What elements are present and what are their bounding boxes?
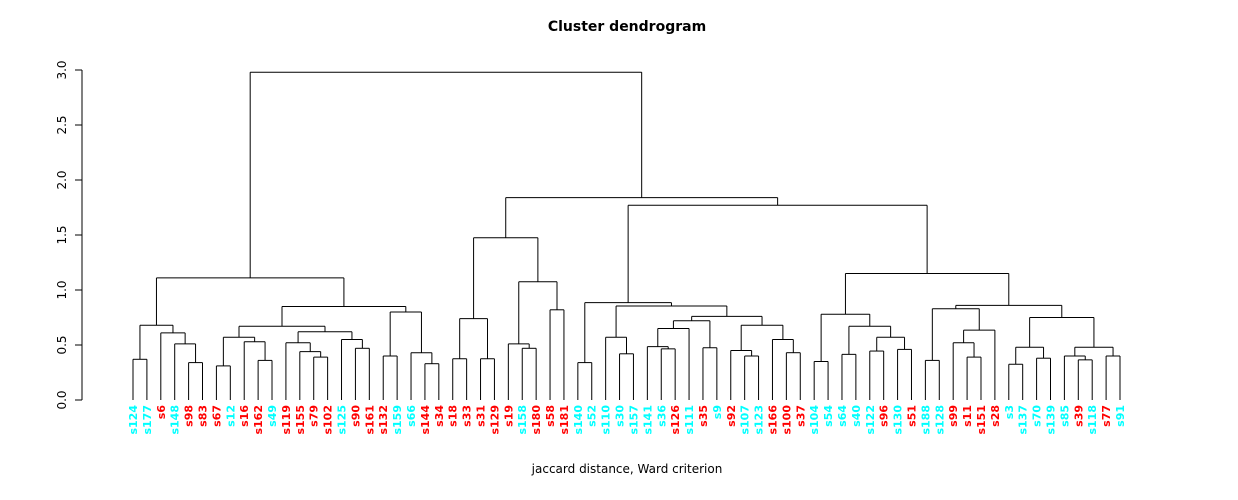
- leaf-label-s11: s11: [961, 405, 974, 427]
- leaf-label-s12: s12: [224, 405, 237, 427]
- dendrogram-links: [132, 71, 1121, 400]
- leaf-label-s35: s35: [697, 405, 710, 427]
- leaf-label-s40: s40: [850, 405, 863, 427]
- y-axis-tick-label: 1.5: [55, 225, 69, 244]
- leaf-label-s67: s67: [210, 405, 223, 427]
- leaf-label-s102: s102: [322, 405, 335, 435]
- leaf-label-s111: s111: [683, 405, 696, 435]
- leaf-label-s18: s18: [447, 405, 460, 427]
- leaf-label-s119: s119: [280, 405, 293, 435]
- leaf-label-s128: s128: [933, 405, 946, 435]
- leaf-label-s104: s104: [808, 405, 821, 435]
- leaf-label-s70: s70: [1031, 405, 1044, 427]
- leaf-label-s144: s144: [419, 405, 432, 435]
- leaf-label-s52: s52: [586, 405, 599, 427]
- leaf-label-s126: s126: [669, 405, 682, 435]
- leaf-label-s180: s180: [530, 405, 543, 435]
- leaf-label-s100: s100: [780, 405, 793, 435]
- leaf-label-s158: s158: [516, 405, 529, 435]
- leaf-label-s139: s139: [1044, 405, 1057, 435]
- leaf-label-s49: s49: [266, 405, 279, 427]
- leaf-label-s99: s99: [947, 405, 960, 427]
- leaf-label-s30: s30: [614, 405, 627, 427]
- leaf-label-s141: s141: [641, 405, 654, 435]
- leaf-label-s31: s31: [475, 405, 488, 427]
- leaf-label-s123: s123: [753, 405, 766, 435]
- leaf-label-s159: s159: [391, 405, 404, 435]
- leaf-label-s177: s177: [141, 405, 154, 435]
- leaf-label-s98: s98: [183, 405, 196, 427]
- leaf-label-s166: s166: [766, 405, 779, 435]
- leaf-label-s54: s54: [822, 405, 835, 427]
- leaf-label-s6: s6: [155, 405, 168, 420]
- leaf-label-s129: s129: [488, 405, 501, 435]
- leaf-label-s91: s91: [1114, 405, 1127, 427]
- chart-caption: jaccard distance, Ward criterion: [531, 462, 723, 476]
- leaf-label-s64: s64: [836, 405, 849, 427]
- leaf-label-s188: s188: [919, 405, 932, 435]
- y-axis-tick-label: 3.0: [55, 60, 69, 79]
- leaf-label-s151: s151: [975, 405, 988, 435]
- leaf-label-s125: s125: [336, 405, 349, 435]
- y-axis-tick-label: 2.5: [55, 115, 69, 134]
- leaf-label-s9: s9: [711, 405, 724, 419]
- leaf-label-s39: s39: [1072, 405, 1085, 427]
- y-axis-tick-label: 0.5: [55, 335, 69, 354]
- leaf-label-s137: s137: [1017, 405, 1030, 435]
- leaf-label-s79: s79: [308, 405, 321, 427]
- leaf-label-s110: s110: [600, 405, 613, 435]
- leaf-label-s124: s124: [127, 405, 140, 435]
- leaf-label-s16: s16: [238, 405, 251, 427]
- leaf-label-s36: s36: [655, 405, 668, 427]
- leaf-label-s96: s96: [878, 405, 891, 427]
- leaf-label-s3: s3: [1003, 405, 1016, 419]
- leaf-label-s85: s85: [1058, 405, 1071, 427]
- y-axis-tick-label: 2.0: [55, 170, 69, 189]
- leaf-label-s181: s181: [558, 405, 571, 435]
- leaf-label-s118: s118: [1086, 405, 1099, 435]
- leaf-label-s130: s130: [892, 405, 905, 435]
- y-axis-tick-label: 1.0: [55, 280, 69, 299]
- leaf-label-s90: s90: [349, 405, 362, 427]
- leaf-label-s132: s132: [377, 405, 390, 435]
- leaf-label-s140: s140: [572, 405, 585, 435]
- leaf-label-s33: s33: [461, 405, 474, 427]
- leaf-label-s66: s66: [405, 405, 418, 427]
- y-axis: 0.0 0.5 1.0 1.5 2.0 2.5 3.0: [55, 60, 83, 410]
- leaf-label-s19: s19: [502, 405, 515, 427]
- leaf-label-s155: s155: [294, 405, 307, 435]
- y-axis-tick-label: 0.0: [55, 390, 69, 409]
- leaf-label-s34: s34: [433, 405, 446, 427]
- leaf-label-s37: s37: [794, 405, 807, 427]
- leaf-label-s92: s92: [725, 405, 738, 427]
- leaf-label-s157: s157: [627, 405, 640, 435]
- leaf-label-s58: s58: [544, 405, 557, 427]
- leaf-label-s148: s148: [169, 405, 182, 435]
- leaf-label-s83: s83: [197, 405, 210, 427]
- leaf-label-s51: s51: [905, 405, 918, 427]
- leaf-label-s28: s28: [989, 405, 1002, 427]
- leaf-label-s161: s161: [363, 405, 376, 435]
- leaf-labels: s124 s177 s6 s148 s98 s83 s67 s12 s16 s162 s49 s119…: [127, 405, 1127, 435]
- chart-title: Cluster dendrogram: [548, 19, 706, 35]
- leaf-label-s122: s122: [864, 405, 877, 435]
- leaf-label-s77: s77: [1100, 405, 1113, 427]
- leaf-label-s162: s162: [252, 405, 265, 435]
- leaf-label-s107: s107: [739, 405, 752, 435]
